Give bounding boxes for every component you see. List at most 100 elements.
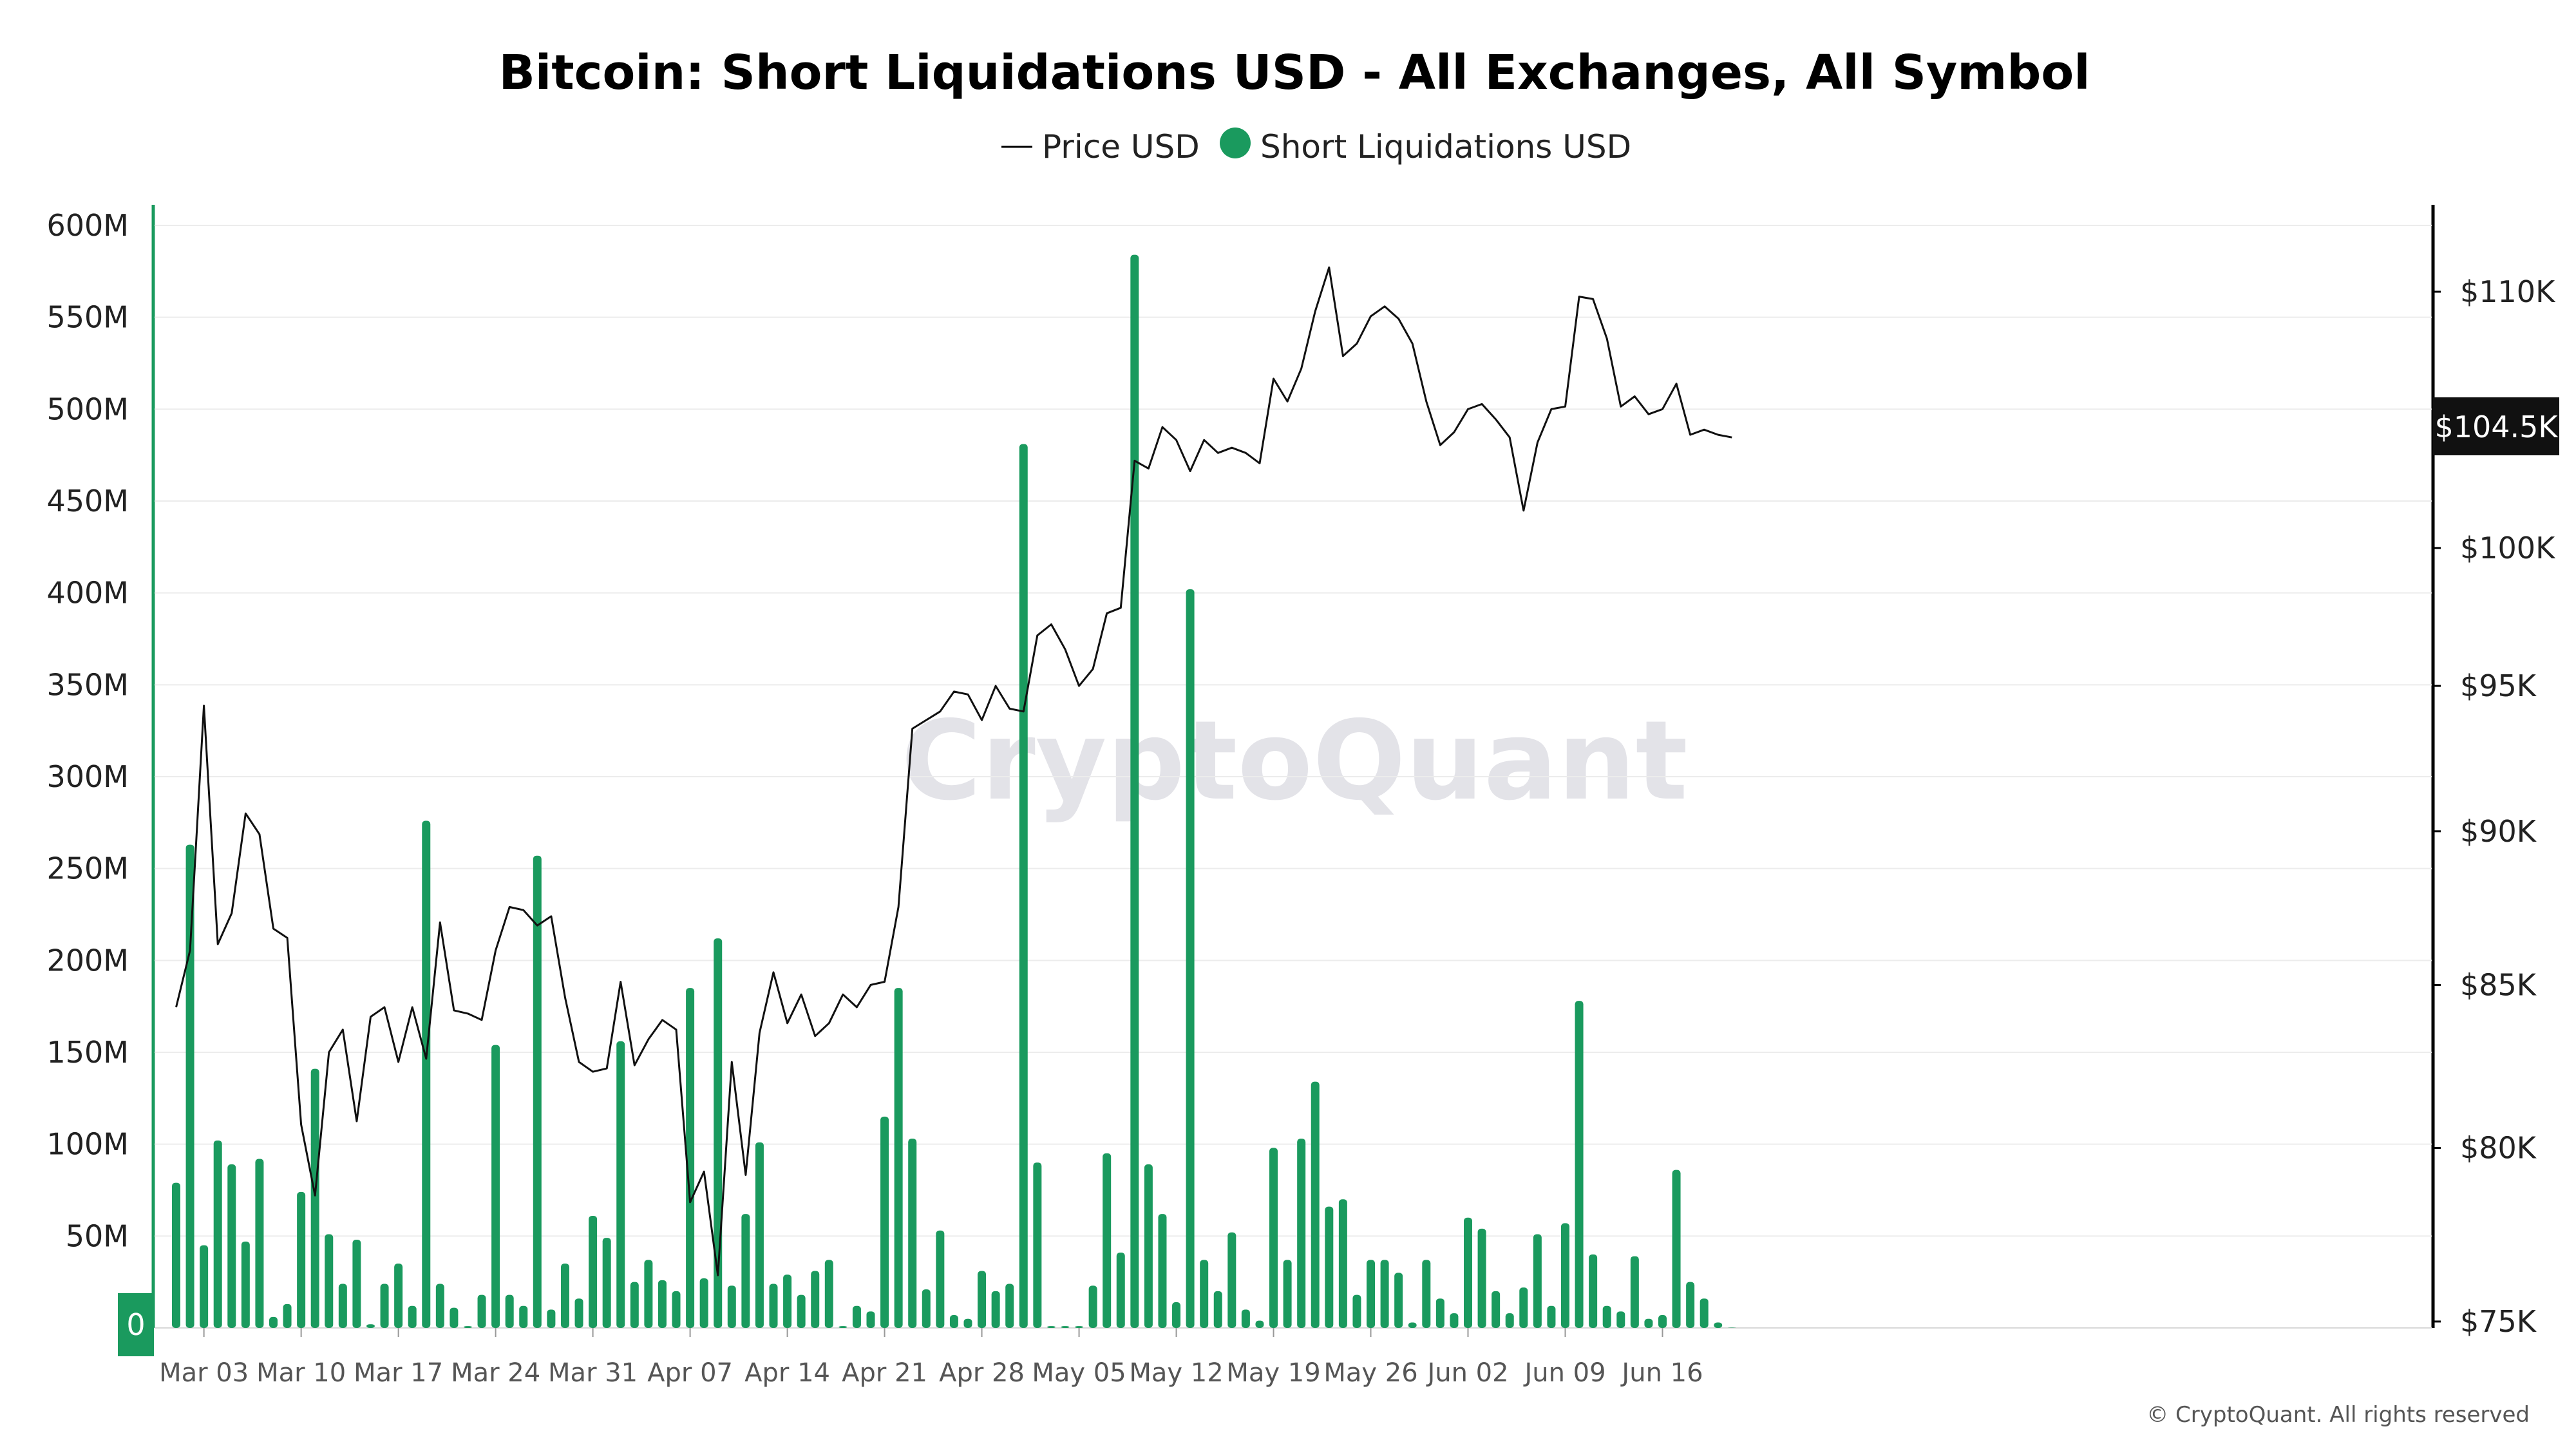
liquidation-bar[interactable] [616, 1041, 625, 1328]
liquidation-bar[interactable] [1547, 1305, 1556, 1328]
liquidation-bar[interactable] [1297, 1139, 1306, 1328]
liquidation-bar[interactable] [1172, 1302, 1181, 1328]
liquidation-bar[interactable] [978, 1271, 987, 1328]
liquidation-bar[interactable] [422, 820, 431, 1328]
liquidation-bar[interactable] [366, 1324, 375, 1328]
legend-liquidations-label[interactable]: Short Liquidations USD [1260, 128, 1631, 166]
liquidation-bar[interactable] [185, 844, 194, 1328]
liquidation-bar[interactable] [1492, 1291, 1501, 1328]
liquidation-bar[interactable] [1061, 1326, 1070, 1328]
liquidation-bar[interactable] [269, 1316, 278, 1328]
liquidation-bar[interactable] [1033, 1162, 1042, 1328]
liquidation-bar[interactable] [1075, 1326, 1084, 1328]
liquidation-bar[interactable] [963, 1318, 972, 1328]
liquidation-bar[interactable] [838, 1326, 848, 1328]
liquidation-bar[interactable] [1394, 1273, 1403, 1328]
liquidation-bar[interactable] [200, 1245, 209, 1328]
liquidation-bar[interactable] [630, 1282, 639, 1328]
liquidation-bar[interactable] [325, 1234, 334, 1328]
liquidation-bar[interactable] [769, 1283, 778, 1328]
liquidation-bar[interactable] [1435, 1298, 1444, 1328]
liquidation-bar[interactable] [1422, 1260, 1431, 1328]
liquidation-bar[interactable] [936, 1230, 945, 1328]
liquidation-bar[interactable] [463, 1326, 472, 1328]
liquidation-bar[interactable] [1714, 1322, 1723, 1328]
liquidation-bar[interactable] [255, 1159, 264, 1328]
liquidation-bar[interactable] [1311, 1081, 1320, 1328]
liquidation-bar[interactable] [338, 1283, 347, 1328]
liquidation-bar[interactable] [1269, 1148, 1278, 1328]
liquidation-bar[interactable] [949, 1315, 958, 1328]
liquidation-bar[interactable] [1227, 1232, 1236, 1328]
liquidation-bar[interactable] [1464, 1217, 1473, 1328]
legend-price-label[interactable]: Price USD [1042, 128, 1200, 166]
liquidation-bar[interactable] [352, 1240, 361, 1328]
liquidation-bar[interactable] [1575, 1001, 1584, 1328]
liquidation-bar[interactable] [1727, 1327, 1736, 1329]
liquidation-bar[interactable] [408, 1305, 417, 1328]
liquidation-bar[interactable] [852, 1305, 861, 1328]
liquidation-bar[interactable] [1200, 1260, 1209, 1328]
liquidation-bar[interactable] [699, 1278, 708, 1328]
liquidation-bar[interactable] [435, 1283, 444, 1328]
liquidation-bar[interactable] [1630, 1256, 1639, 1328]
liquidation-bar[interactable] [797, 1294, 806, 1328]
liquidation-bar[interactable] [1700, 1298, 1709, 1328]
liquidation-bar[interactable] [1130, 254, 1139, 1328]
liquidation-bar[interactable] [824, 1260, 833, 1328]
liquidation-bar[interactable] [477, 1294, 486, 1328]
liquidation-bar[interactable] [1533, 1234, 1542, 1328]
liquidation-bar[interactable] [1644, 1318, 1653, 1328]
liquidation-bar[interactable] [991, 1291, 1000, 1328]
liquidation-bar[interactable] [1338, 1199, 1347, 1328]
liquidation-bar[interactable] [727, 1285, 736, 1328]
liquidation-bar[interactable] [519, 1305, 528, 1328]
liquidation-bar[interactable] [741, 1214, 750, 1328]
liquidation-bar[interactable] [491, 1045, 500, 1328]
liquidation-bar[interactable] [227, 1164, 236, 1328]
liquidation-bar[interactable] [450, 1307, 459, 1328]
liquidation-bar[interactable] [755, 1142, 764, 1328]
liquidation-bar[interactable] [644, 1260, 653, 1328]
liquidation-bar[interactable] [589, 1215, 598, 1328]
liquidation-bar[interactable] [297, 1191, 306, 1328]
liquidation-bar[interactable] [1046, 1326, 1056, 1328]
liquidation-bar[interactable] [505, 1294, 514, 1328]
liquidation-bar[interactable] [574, 1298, 583, 1328]
liquidation-bar[interactable] [880, 1116, 889, 1328]
liquidation-bar[interactable] [1019, 444, 1028, 1329]
liquidation-bar[interactable] [1450, 1313, 1459, 1328]
liquidation-bar[interactable] [1255, 1320, 1264, 1328]
liquidation-bar[interactable] [1408, 1322, 1417, 1328]
liquidation-bar[interactable] [533, 855, 542, 1328]
liquidation-bar[interactable] [1616, 1311, 1625, 1328]
liquidation-bar[interactable] [1116, 1253, 1125, 1328]
liquidation-bar[interactable] [1672, 1170, 1681, 1328]
liquidation-bar[interactable] [1477, 1228, 1486, 1328]
liquidation-bar[interactable] [172, 1182, 180, 1328]
liquidation-bar[interactable] [1144, 1164, 1153, 1328]
liquidation-bar[interactable] [1213, 1291, 1222, 1328]
liquidation-bar[interactable] [1005, 1283, 1014, 1328]
liquidation-bar[interactable] [1325, 1206, 1334, 1328]
liquidation-bar[interactable] [547, 1309, 556, 1328]
liquidation-bar[interactable] [1505, 1313, 1514, 1328]
liquidation-bar[interactable] [310, 1068, 319, 1328]
liquidation-bar[interactable] [560, 1264, 569, 1328]
liquidation-bar[interactable] [672, 1291, 681, 1328]
liquidation-bar[interactable] [1602, 1305, 1611, 1328]
liquidation-bar[interactable] [1686, 1282, 1695, 1328]
liquidation-bar[interactable] [908, 1139, 917, 1328]
liquidation-bar[interactable] [894, 988, 903, 1328]
liquidation-bar[interactable] [283, 1303, 292, 1328]
liquidation-bar[interactable] [1103, 1153, 1112, 1328]
liquidation-bar[interactable] [866, 1311, 875, 1328]
liquidation-bar[interactable] [602, 1238, 611, 1328]
liquidation-bar[interactable] [1519, 1287, 1528, 1328]
liquidation-bar[interactable] [811, 1271, 820, 1328]
liquidation-bar[interactable] [658, 1280, 667, 1328]
liquidation-bar[interactable] [1283, 1260, 1292, 1328]
liquidation-bar[interactable] [1352, 1294, 1361, 1328]
liquidation-bar[interactable] [213, 1140, 222, 1328]
liquidation-bar[interactable] [1158, 1214, 1167, 1328]
